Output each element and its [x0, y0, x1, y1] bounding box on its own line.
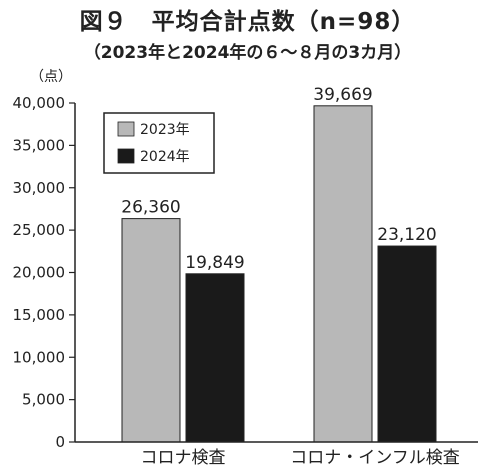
bar-2024-0: [185, 273, 245, 443]
chart-subtitle: （2023年と2024年の６～８月の3カ月）: [83, 43, 412, 63]
legend-swatch-2024: [117, 148, 135, 164]
bar-2023-1: [313, 105, 373, 443]
x-axis-categories: コロナ検査 コロナ・インフル検査: [141, 448, 460, 468]
data-label: 39,669: [313, 85, 372, 105]
legend-label-2023: 2023年: [140, 122, 190, 138]
y-tick-label: 20,000: [13, 264, 66, 282]
chart-title: 図９ 平均合計点数（n=98）: [79, 9, 416, 35]
data-label: 23,120: [377, 225, 436, 245]
y-tick-label: 5,000: [22, 391, 65, 409]
y-tick-label: 0: [55, 433, 65, 451]
data-labels: 26,360 19,849 39,669 23,120: [121, 85, 436, 273]
legend-swatch-2023: [117, 121, 135, 137]
legend-label-2024: 2024年: [140, 149, 190, 165]
bar-2023-0: [121, 218, 181, 443]
y-tick-label: 15,000: [13, 306, 66, 324]
bar-2024-1: [377, 245, 437, 443]
y-tick-label: 10,000: [13, 348, 66, 366]
x-category-label: コロナ・インフル検査: [290, 448, 460, 468]
legend: 2023年 2024年: [103, 112, 215, 174]
y-axis-unit-label: （点）: [30, 69, 72, 85]
data-label: 19,849: [185, 253, 244, 273]
bars: [121, 105, 437, 443]
y-tick-label: 25,000: [13, 221, 66, 239]
y-tick-label: 35,000: [13, 136, 66, 154]
x-category-label: コロナ検査: [141, 448, 226, 468]
data-label: 26,360: [121, 198, 180, 218]
y-tick-label: 30,000: [13, 179, 66, 197]
y-axis-ticks: 0 5,000 10,000 15,000 20,000 25,000 30,000 35,0…: [13, 94, 75, 451]
y-tick-label: 40,000: [13, 94, 66, 112]
